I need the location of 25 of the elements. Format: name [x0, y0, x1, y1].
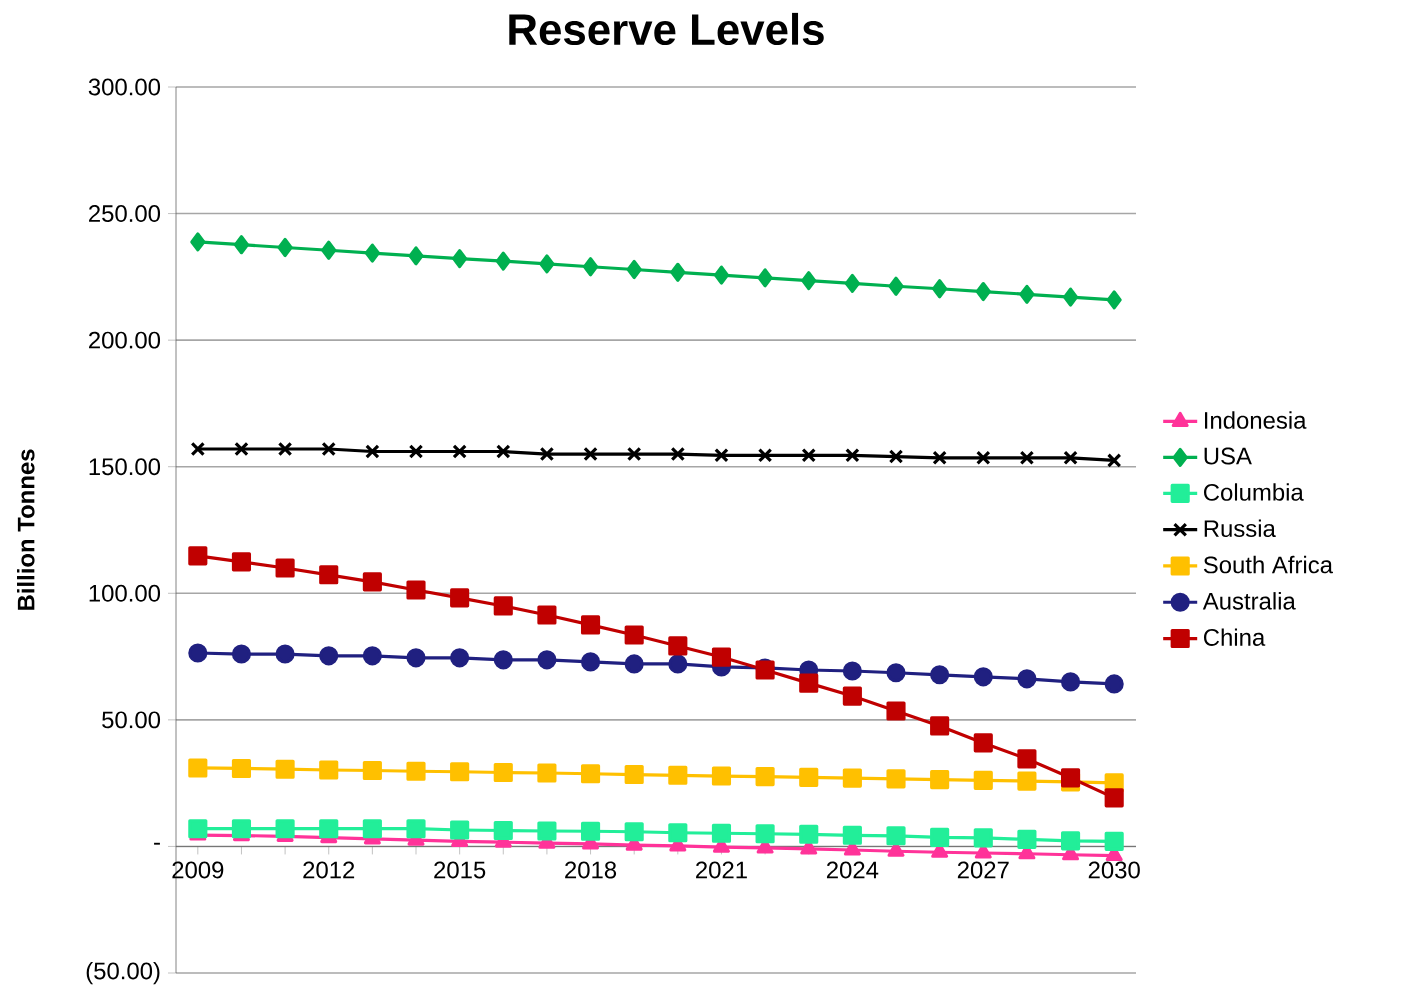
y-tick-label: - [154, 842, 160, 845]
legend-label: Russia [1204, 519, 1276, 538]
chart-title: Reserve Levels [509, 12, 824, 46]
y-tick-label: 200.00 [89, 331, 161, 349]
y-tick-label: 50.00 [102, 711, 161, 729]
x-tick-label: 2030 [1088, 861, 1140, 879]
legend-label: South Africa [1203, 555, 1333, 574]
x-tick-label: 2015 [434, 861, 486, 879]
legend-label: USA [1204, 447, 1252, 465]
legend-label: Australia [1202, 592, 1296, 610]
y-tick-label: 250.00 [89, 205, 161, 223]
legend-label: Columbia [1204, 483, 1304, 501]
y-tick-label: 150.00 [89, 458, 161, 476]
x-tick-label: 2012 [303, 861, 355, 879]
x-tick-label: 2024 [826, 861, 879, 879]
x-tick-label: 2009 [172, 861, 224, 879]
y-axis-title: Billion Tonnes [17, 449, 35, 610]
y-tick-label: 100.00 [89, 584, 161, 602]
y-tick-label: (50.00) [86, 961, 160, 985]
legend-label: Indonesia [1205, 411, 1307, 429]
x-tick-label: 2021 [696, 861, 747, 879]
y-tick-label: 300.00 [88, 78, 161, 96]
legend-label: China [1204, 628, 1266, 646]
x-tick-label: 2018 [565, 861, 617, 879]
x-tick-label: 2027 [957, 861, 1009, 879]
